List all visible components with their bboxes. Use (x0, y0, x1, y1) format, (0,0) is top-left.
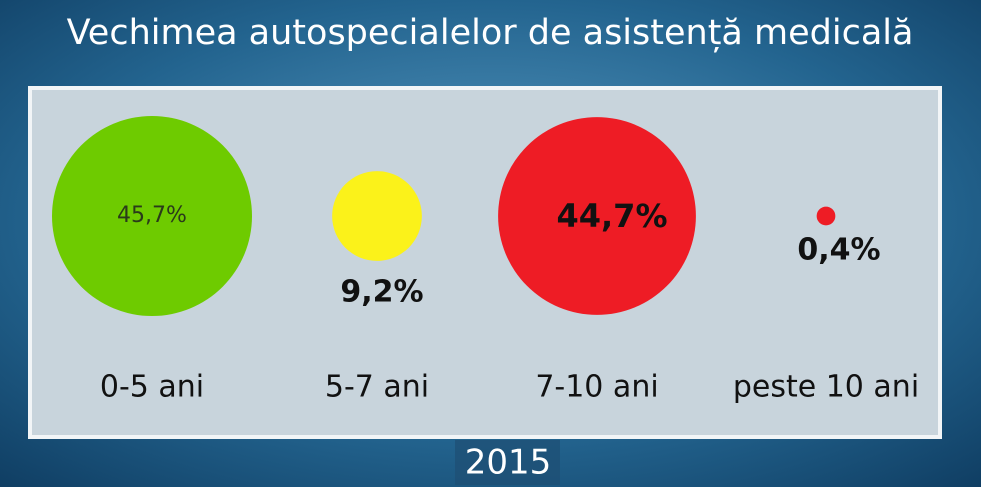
value-label: 9,2% (340, 275, 423, 310)
bubble (332, 171, 422, 261)
value-label: 0,4% (797, 233, 880, 268)
bubble (52, 116, 252, 316)
value-label: 45,7% (117, 203, 187, 228)
category-label: 0-5 ani (100, 370, 204, 405)
bubble (498, 117, 696, 315)
chart-title: Vechimea autospecialelor de asistență me… (67, 13, 914, 53)
bubble (816, 206, 836, 226)
subtitle: 2015 (465, 443, 552, 483)
category-label: peste 10 ani (733, 370, 919, 405)
category-label: 5-7 ani (325, 370, 429, 405)
category-label: 7-10 ani (535, 370, 658, 405)
subtitle-box (455, 440, 560, 485)
value-label: 44,7% (556, 197, 667, 235)
